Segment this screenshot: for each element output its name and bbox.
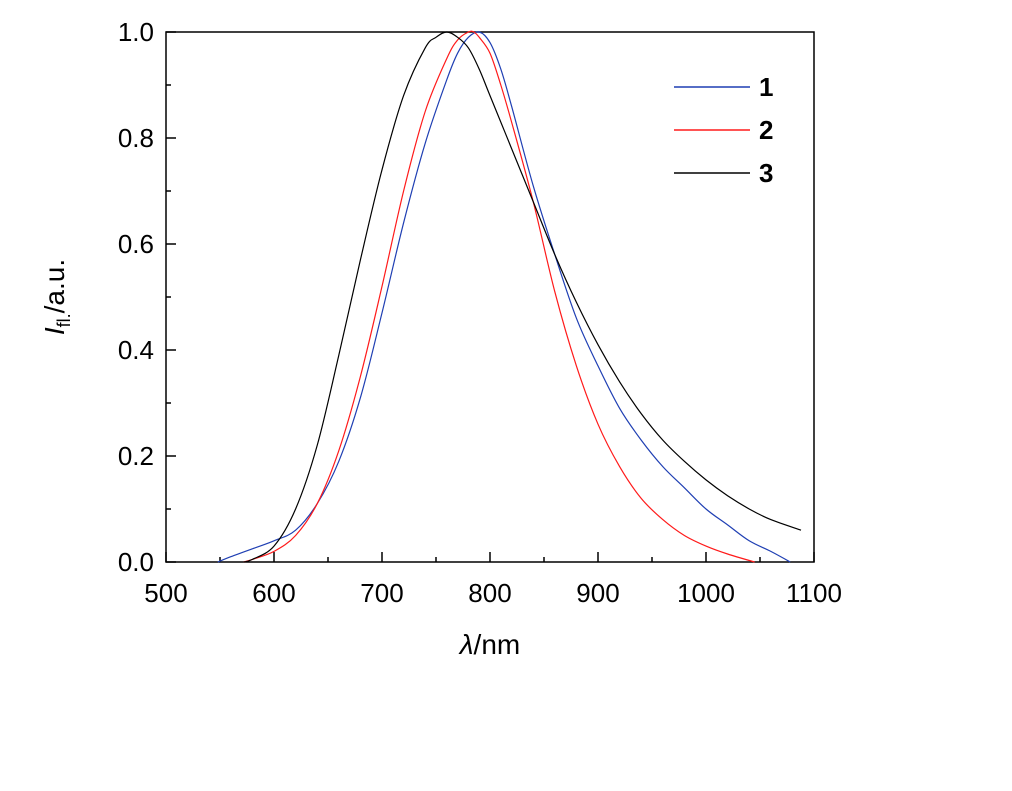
legend-label-1: 1 — [759, 72, 773, 102]
x-axis-unit: /nm — [474, 629, 521, 660]
y-axis-symbol: I — [39, 327, 70, 335]
x-tick-label: 900 — [576, 578, 619, 608]
y-axis-title: Ifl./a.u. — [39, 259, 74, 335]
y-tick-label: 0.0 — [118, 547, 154, 577]
y-tick-label: 0.2 — [118, 441, 154, 471]
x-tick-label: 500 — [144, 578, 187, 608]
series-line-1 — [217, 31, 791, 563]
series-line-2 — [243, 30, 755, 563]
x-tick-label: 700 — [360, 578, 403, 608]
x-tick-label: 800 — [468, 578, 511, 608]
legend-label-3: 3 — [759, 158, 773, 188]
x-axis-title: λ/nm — [458, 629, 520, 660]
legend: 1 2 3 — [674, 72, 773, 188]
y-tick-label: 0.4 — [118, 335, 154, 365]
y-tick-label: 1.0 — [118, 17, 154, 47]
y-axis-unit: /a.u. — [39, 259, 70, 313]
series-line-3 — [243, 31, 802, 563]
legend-label-2: 2 — [759, 115, 773, 145]
series-lines — [217, 30, 802, 563]
x-axis-symbol: λ — [458, 629, 474, 660]
axis-ticks — [165, 31, 815, 563]
x-tick-label: 1100 — [786, 578, 842, 608]
y-tick-label: 0.6 — [118, 229, 154, 259]
y-axis-subscript: fl. — [54, 313, 74, 327]
tick-labels: 500 600 700 800 900 1000 1100 0.0 0.2 0.4 0.6 0.8 1.… — [118, 17, 842, 608]
plot-frame — [165, 31, 815, 563]
x-tick-label: 600 — [252, 578, 295, 608]
x-tick-label: 1000 — [677, 578, 735, 608]
y-tick-label: 0.8 — [118, 123, 154, 153]
